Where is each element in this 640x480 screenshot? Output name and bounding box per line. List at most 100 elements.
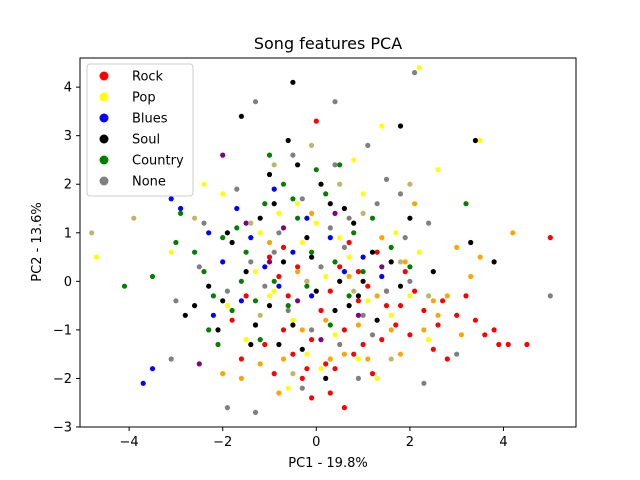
data-point [182,312,188,318]
data-point [360,210,366,216]
data-point [220,298,226,304]
data-point [271,288,277,294]
data-point [397,283,404,289]
data-point [318,264,324,270]
data-point [341,351,347,357]
data-point [341,205,347,212]
data-point [224,288,230,294]
data-point [472,137,478,144]
data-point [351,351,357,357]
data-point [238,356,244,362]
data-point [341,405,347,411]
data-point [435,312,441,318]
data-point [243,269,249,275]
data-point [412,70,418,76]
data-point [440,298,446,304]
data-point [276,341,282,348]
data-point [243,220,249,226]
data-point [252,99,259,105]
data-point [388,356,394,362]
x-axis-ticks: −4 −2 0 2 4 [120,427,508,450]
data-point [426,337,432,343]
data-point [220,152,226,158]
data-point [430,269,436,275]
data-point [379,235,385,241]
data-point [369,332,376,338]
data-point [276,230,282,236]
data-point [276,283,282,289]
data-point [173,298,179,304]
data-point [257,361,263,367]
data-point [295,162,301,168]
y-tick-label: −2 [53,372,72,387]
x-tick-label: −2 [213,435,232,450]
data-point [248,259,254,265]
data-point [412,201,418,207]
data-point [248,341,254,348]
data-point [234,225,240,231]
data-point [295,298,301,304]
data-point [224,230,230,236]
data-point [327,322,333,328]
data-point [192,303,198,309]
data-point [463,293,469,299]
data-point [266,259,273,265]
data-point [365,356,371,362]
data-point [257,230,263,236]
data-point [252,298,259,304]
data-point [215,327,221,333]
data-point [224,303,230,309]
data-point [472,317,478,323]
data-point [547,293,553,299]
data-point [510,230,516,236]
data-point [201,269,207,275]
data-point [309,249,315,255]
data-point [304,283,310,289]
data-point [304,235,310,241]
y-tick-label: 4 [64,81,72,96]
data-point [206,283,212,289]
data-point [374,317,380,323]
data-point [402,259,408,265]
data-point [196,264,202,270]
data-point [393,322,399,328]
data-point [327,235,333,241]
data-point [374,293,380,299]
data-point [206,230,212,236]
data-point [178,205,184,212]
x-tick-label: 4 [499,435,507,450]
data-point [280,327,287,333]
data-point [341,269,347,275]
data-point [355,375,361,381]
data-point [327,225,333,231]
data-point [421,327,427,333]
data-point [407,293,413,299]
data-point [458,332,464,338]
y-axis-ticks: −3 −2 −1 0 1 2 3 4 [53,81,80,436]
data-point [215,341,221,348]
data-point [421,307,427,314]
data-point [220,259,226,265]
data-point [327,201,333,207]
data-point [313,220,319,226]
data-point [299,196,305,202]
data-point [360,191,366,197]
data-point [397,351,404,357]
data-point [295,264,301,270]
data-point [285,385,291,391]
data-point [426,220,432,226]
data-point [477,254,483,260]
data-point [351,157,357,163]
data-point [369,371,376,377]
legend-marker [99,155,109,165]
data-point [524,341,530,348]
data-point [149,273,156,280]
data-point [93,254,99,260]
data-point [313,118,319,124]
data-point [374,375,380,381]
data-point [407,215,413,221]
data-point [412,288,418,294]
data-point [192,249,198,255]
